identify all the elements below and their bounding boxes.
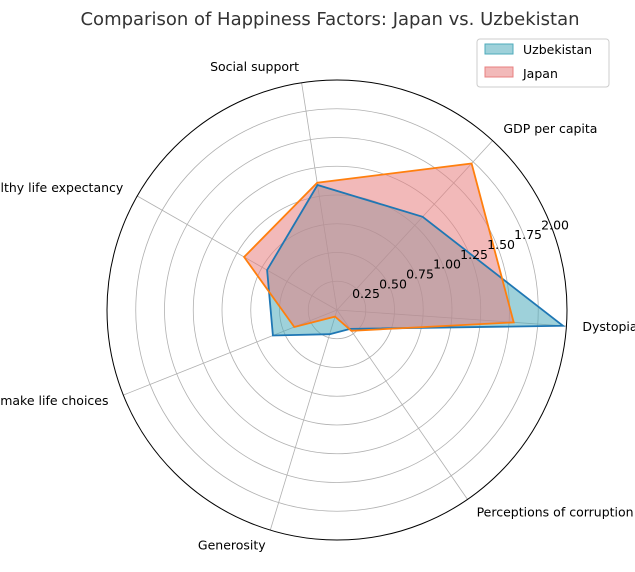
legend-swatch-japan xyxy=(484,66,514,78)
axis-label-healthy-life-expectancy: Healthy life expectancy xyxy=(0,180,124,195)
legend-swatch-uzbekistan xyxy=(484,43,514,55)
axis-label-social-support: Social support xyxy=(210,59,299,74)
series-line-uzbekistan xyxy=(266,183,566,337)
r-tick-label-3: 1.00 xyxy=(433,257,461,272)
chart-title: Comparison of Happiness Factors: Japan v… xyxy=(80,9,579,30)
axis-label-generosity: Generosity xyxy=(198,537,266,552)
r-tick-label-2: 0.75 xyxy=(406,267,434,282)
radial-tick-labels: 0.250.500.751.001.251.501.752.00 xyxy=(352,217,569,301)
axis-label-dystopia: Dystopia xyxy=(582,319,635,334)
r-tick-label-1: 0.50 xyxy=(379,276,407,291)
r-tick-label-0: 0.25 xyxy=(352,286,380,301)
series-area-japan xyxy=(244,163,514,331)
r-tick-label-6: 1.75 xyxy=(514,227,542,242)
r-tick-label-4: 1.25 xyxy=(460,247,488,262)
r-tick-label-5: 1.50 xyxy=(487,237,515,252)
axis-label-freedom-to-make-life-choices: Freedom to make life choices xyxy=(0,393,109,408)
axis-label-perceptions-of-corruption: Perceptions of corruption xyxy=(477,505,634,520)
spoke-perceptions-of-corruption xyxy=(336,309,468,500)
r-tick-label-7: 2.00 xyxy=(541,217,569,232)
outer-frame xyxy=(106,79,568,541)
axis-labels: Dystopia GDP per capita Social support Heal… xyxy=(0,59,635,553)
legend-label-japan: Japan xyxy=(522,66,558,81)
axis-label-gdp-per-capita: GDP per capita xyxy=(503,121,597,136)
series-line-japan xyxy=(242,162,515,332)
legend-label-uzbekistan: Uzbekistan xyxy=(523,42,592,57)
series-layer xyxy=(242,162,566,337)
spoke-generosity xyxy=(269,309,338,531)
legend: Uzbekistan Japan xyxy=(476,38,610,88)
